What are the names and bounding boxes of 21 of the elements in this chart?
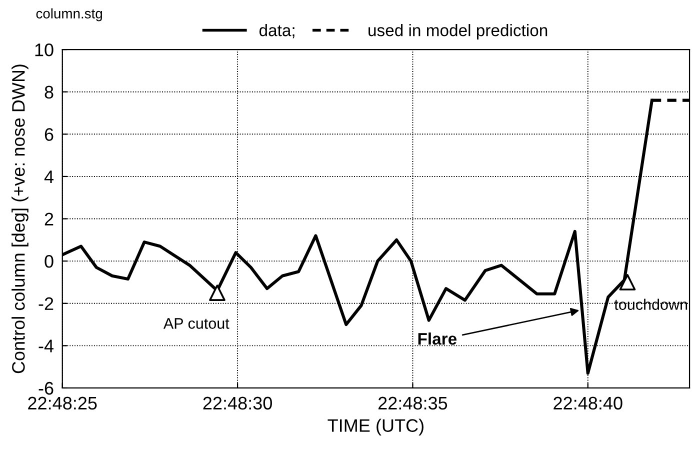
text: column.stg — [36, 8, 102, 22]
annotation: AP cutout — [163, 318, 230, 329]
y-tick-label: 6 — [44, 128, 54, 141]
y-tick-label: 10 — [35, 43, 54, 56]
x-tick-label: 22:48:40 — [554, 396, 622, 410]
y-tick-label: -4 — [38, 340, 54, 352]
annotation: touchdown — [614, 298, 688, 310]
x-axis-title: TIME (UTC) — [328, 418, 424, 436]
y-tick-label: -2 — [38, 297, 54, 310]
y-tick-label: 8 — [44, 86, 54, 99]
x-tick-label: 22:48:30 — [203, 396, 272, 410]
legend-label: used in model prediction — [368, 24, 548, 40]
y-tick-label: 2 — [44, 212, 54, 226]
x-tick-label: 22:48:35 — [378, 396, 448, 410]
y-tick-label: -6 — [38, 382, 54, 395]
y-tick-label: 4 — [44, 170, 54, 184]
y-tick-label: 0 — [44, 255, 54, 268]
legend-label: data; — [259, 24, 294, 38]
x-tick-label: 22:48:25 — [28, 396, 97, 410]
annotation: Flare — [418, 332, 457, 345]
y-axis-title: Control column [deg] (+ve: nose DWN) — [12, 64, 28, 374]
